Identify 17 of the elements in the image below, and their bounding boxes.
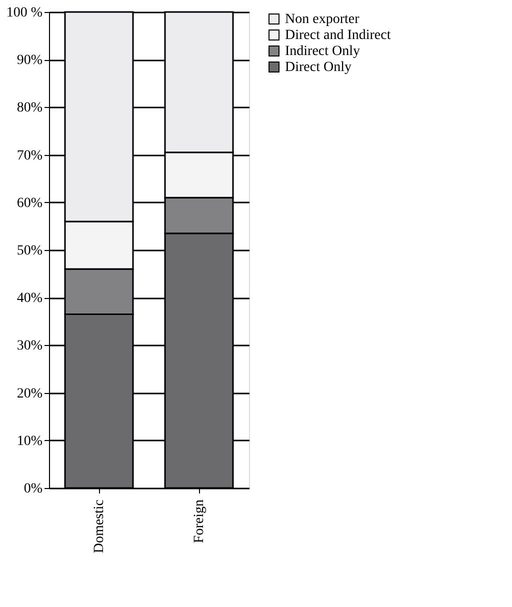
y-tick-label: 80% [16,100,43,116]
y-tick-label: 10% [16,434,43,449]
y-tick-label: 60% [16,196,43,211]
y-tick-label: 100 % [6,6,43,20]
y-tick-label: 0% [24,482,43,496]
y-tick-label: 20% [16,386,43,402]
y-tick-label: 50% [16,244,43,258]
legend-label: Direct and Indirect [285,28,391,43]
y-tick-label: 90% [16,53,43,68]
x-tick-label: Domestic [92,500,107,554]
legend-label: Direct Only [285,60,352,75]
legend-label: Indirect Only [285,44,360,59]
y-tick-label: 30% [16,338,43,354]
x-tick-label: Foreign [192,500,207,544]
y-tick-label: 70% [16,148,43,164]
legend-label: Non exporter [285,12,360,27]
y-tick-label: 40% [16,291,43,306]
